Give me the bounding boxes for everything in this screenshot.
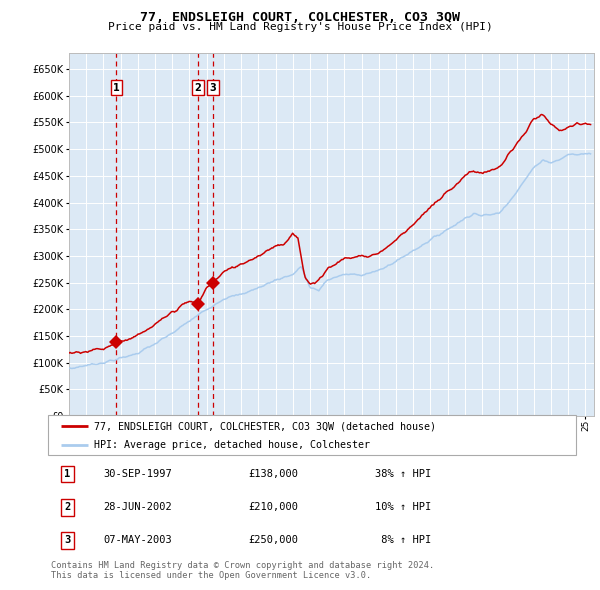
FancyBboxPatch shape <box>48 415 576 455</box>
Text: 30-SEP-1997: 30-SEP-1997 <box>103 469 172 479</box>
Text: 10% ↑ HPI: 10% ↑ HPI <box>376 503 431 512</box>
Text: 77, ENDSLEIGH COURT, COLCHESTER, CO3 3QW: 77, ENDSLEIGH COURT, COLCHESTER, CO3 3QW <box>140 11 460 24</box>
Text: Price paid vs. HM Land Registry's House Price Index (HPI): Price paid vs. HM Land Registry's House … <box>107 22 493 32</box>
Text: 1: 1 <box>113 83 120 93</box>
Text: 2: 2 <box>64 503 71 512</box>
Text: 2: 2 <box>194 83 202 93</box>
Text: £250,000: £250,000 <box>248 536 299 546</box>
Text: 8% ↑ HPI: 8% ↑ HPI <box>376 536 431 546</box>
Text: 28-JUN-2002: 28-JUN-2002 <box>103 503 172 512</box>
Text: 77, ENDSLEIGH COURT, COLCHESTER, CO3 3QW (detached house): 77, ENDSLEIGH COURT, COLCHESTER, CO3 3QW… <box>94 421 436 431</box>
Text: 07-MAY-2003: 07-MAY-2003 <box>103 536 172 546</box>
Text: HPI: Average price, detached house, Colchester: HPI: Average price, detached house, Colc… <box>94 440 370 450</box>
Text: 3: 3 <box>209 83 216 93</box>
Text: 3: 3 <box>64 536 71 546</box>
Text: Contains HM Land Registry data © Crown copyright and database right 2024.
This d: Contains HM Land Registry data © Crown c… <box>51 560 434 580</box>
Text: £210,000: £210,000 <box>248 503 299 512</box>
Text: 38% ↑ HPI: 38% ↑ HPI <box>376 469 431 479</box>
Text: £138,000: £138,000 <box>248 469 299 479</box>
Text: 1: 1 <box>64 469 71 479</box>
